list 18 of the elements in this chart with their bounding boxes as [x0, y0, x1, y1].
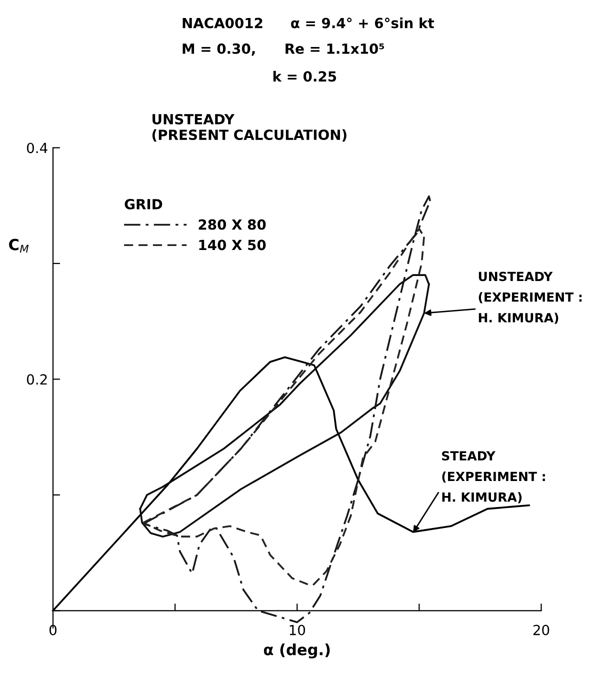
text: Re = 1.1x10⁵ [286, 43, 384, 54]
annotation: STEADY (EXPERIMENT : H. KIMURA) [442, 451, 545, 504]
x-tick-label: 20 [533, 624, 550, 636]
text: α = 9.4° + 6°sin kt [291, 18, 434, 28]
text: UNSTEADY (PRESENT CALCULATION) [152, 114, 346, 142]
y-axis-title: C$_{M}$ [9, 238, 29, 253]
y-tick-label: 0.4 [26, 142, 48, 154]
legend-label: 140 X 50 [199, 240, 266, 250]
x-tick-label: 10 [290, 624, 306, 636]
text: M = 0.30, [182, 43, 255, 56]
text: NACA0012 [182, 18, 262, 28]
x-tick-label: 0 [49, 624, 56, 636]
legend-label: 280 X 80 [198, 219, 266, 230]
text: k = 0.25 [273, 70, 336, 82]
y-tick-label: 0.2 [26, 374, 47, 385]
annotation: UNSTEADY (EXPERIMENT : H. KIMURA) [478, 272, 582, 324]
x-axis-title: α (deg.) [264, 644, 330, 658]
legend-title: GRID [124, 198, 162, 210]
